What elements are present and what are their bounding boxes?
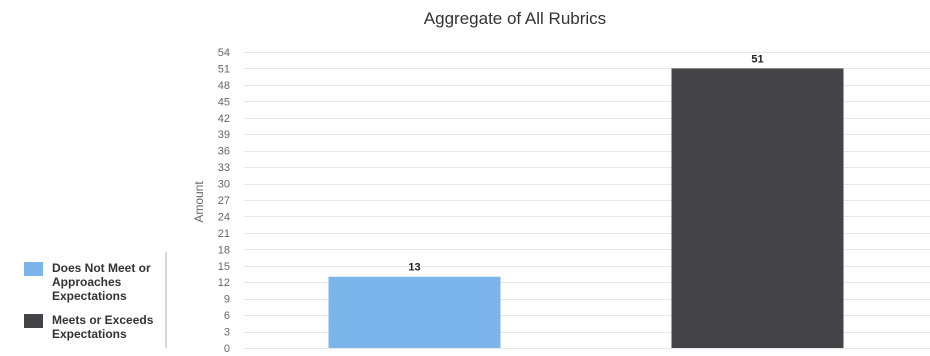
y-tick-label: 9 [224, 294, 230, 306]
y-tick-label: 24 [218, 211, 230, 223]
y-tick-label: 45 [218, 96, 230, 108]
y-tick-label: 39 [218, 129, 230, 141]
y-tick-label: 30 [218, 179, 230, 191]
y-tick-label: 6 [224, 310, 230, 322]
bar-data-label: 51 [751, 53, 763, 65]
data-labels: 13 51 [408, 53, 763, 273]
y-tick-label: 12 [218, 277, 230, 289]
legend-label: Does Not Meet or Approaches Expectations [52, 261, 151, 303]
y-tick-label: 27 [218, 195, 230, 207]
y-tick-label: 3 [224, 327, 230, 339]
y-tick-label: 48 [218, 80, 230, 92]
y-tick-label: 36 [218, 146, 230, 158]
bars [328, 68, 844, 348]
y-tick-label: 54 [218, 47, 230, 59]
bar-does-not-meet[interactable] [328, 276, 501, 348]
legend: Does Not Meet or Approaches Expectations… [10, 252, 167, 348]
y-tick-label: 51 [218, 63, 230, 75]
y-tick-label: 18 [218, 244, 230, 256]
legend-item-does-not-meet[interactable]: Does Not Meet or Approaches Expectations [24, 261, 167, 303]
y-tick-label: 21 [218, 228, 230, 240]
y-tick-label: 0 [224, 343, 230, 355]
y-tick-label: 33 [218, 162, 230, 174]
y-axis-title: Amount [192, 181, 206, 223]
chart-title: Aggregate of All Rubrics [423, 9, 607, 28]
y-tick-label: 15 [218, 261, 230, 273]
legend-label: Meets or Exceeds Expectations [52, 313, 154, 341]
bar-data-label: 13 [408, 262, 420, 274]
legend-swatch-meets-or-exceeds [24, 314, 43, 328]
legend-item-meets-or-exceeds[interactable]: Meets or Exceeds Expectations [24, 313, 167, 341]
bar-meets-or-exceeds[interactable] [671, 68, 844, 348]
legend-swatch-does-not-meet [24, 262, 43, 276]
y-tick-label: 42 [218, 113, 230, 125]
